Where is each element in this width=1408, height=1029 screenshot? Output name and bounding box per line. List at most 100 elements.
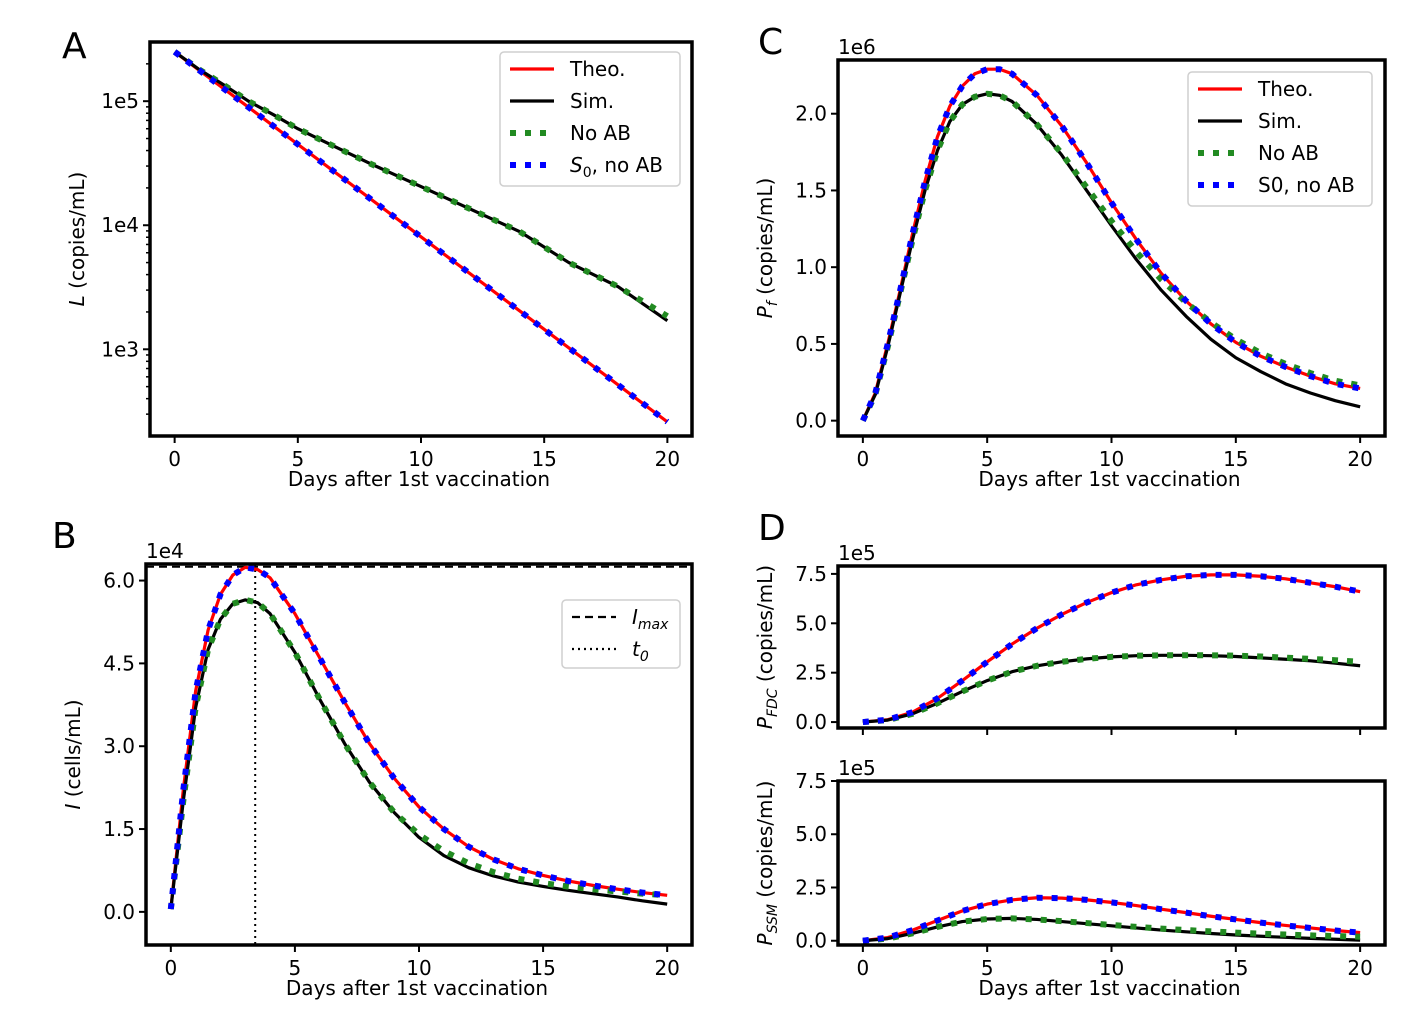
y-tick-label: 5.0: [795, 822, 827, 846]
series-no-ab: [172, 49, 669, 319]
legend-label-no-ab: No AB: [1258, 141, 1319, 165]
series-sim: [862, 653, 1361, 724]
legend: Theo. Sim. No AB S0, no AB: [499, 51, 681, 187]
y-tick-label: 2.5: [795, 875, 827, 899]
panel-label: C: [758, 22, 783, 63]
y-axis-label-symbol: P: [753, 716, 777, 729]
x-axis-label: Days after 1st vaccination: [978, 976, 1240, 1000]
y-tick-label: 6.0: [103, 569, 135, 593]
x-tick-label: 15: [530, 956, 555, 980]
panel-label: B: [52, 516, 77, 557]
x-tick-label: 0: [164, 956, 177, 980]
series-s0-no-ab: [172, 49, 670, 425]
y-tick-label: 1e5: [101, 89, 139, 113]
series-sim: [862, 916, 1361, 943]
series-s0-no-ab: [167, 564, 668, 910]
panel-d2: 0 5 10 15 20 0.0 2.5 5.0 7.5 1e5 Days after 1st va…: [753, 756, 1387, 1000]
legend-box: [561, 599, 681, 669]
x-tick-label: 20: [1347, 447, 1372, 471]
y-axis-label: I (cells/mL): [61, 699, 85, 809]
x-tick-label: 0: [856, 956, 869, 980]
y-axis-label: Pf (copies/mL): [753, 178, 781, 319]
x-axis-label: Days after 1st vaccination: [288, 467, 550, 491]
series-sim: [169, 598, 668, 910]
y-tick-label: 1.5: [103, 817, 135, 841]
x-tick-label: 10: [406, 956, 431, 980]
y-tick-label: 0.0: [795, 929, 827, 953]
x-tick-label: 15: [1223, 447, 1248, 471]
series-no-ab: [862, 652, 1361, 726]
y-axis-label-symbol: I: [61, 804, 85, 810]
y-tick-label: 1e3: [101, 337, 139, 361]
y-tick-label: 2.5: [795, 661, 827, 685]
y-axis-label-symbol: P: [753, 932, 777, 945]
series-no-ab: [860, 90, 1361, 422]
x-tick-label: 15: [1223, 956, 1248, 980]
y-tick-label: 7.5: [795, 562, 827, 586]
offset-label: 1e5: [838, 541, 876, 565]
x-tick-label: 10: [1099, 956, 1124, 980]
y-tick-label: 7.5: [795, 769, 827, 793]
panel-c: C 0 5 10 15 20 0.0 0.5 1.0 1.5 2.0 1e6 Days after 1s…: [753, 22, 1387, 491]
x-axis-label: Days after 1st vaccination: [978, 467, 1240, 491]
legend-label-theo: Theo.: [1257, 77, 1313, 101]
y-tick-label: 2.0: [795, 102, 827, 126]
y-tick-label: 4.5: [103, 651, 135, 675]
x-tick-label: 5: [289, 956, 302, 980]
legend-label-sim: Sim.: [1258, 109, 1302, 133]
panel-a: A 0 5 10 15 20 1e3 1e4 1e5 Days after 1st vaccina…: [62, 26, 694, 491]
x-tick-label: 10: [1099, 447, 1124, 471]
offset-label: 1e5: [838, 756, 876, 780]
panel-label: A: [62, 26, 87, 67]
x-tick-label: 5: [981, 956, 994, 980]
plot-frame: [144, 562, 694, 947]
x-tick-label: 10: [408, 447, 433, 471]
x-tick-label: 0: [856, 447, 869, 471]
series-s0-no-ab: [862, 571, 1361, 726]
y-axis-label-subscript: FDC: [765, 688, 781, 717]
y-axis-label-units: (copies/mL): [753, 781, 777, 905]
plot-frame: [836, 779, 1387, 947]
x-tick-label: 20: [655, 447, 680, 471]
y-axis-label: PSSM (copies/mL): [753, 781, 781, 946]
panel-d1: D 0.0 2.5 5.0 7.5 1e5 PFDC (copies/mL): [753, 508, 1387, 735]
legend-label-s0-no-ab: S0, no AB: [1258, 173, 1355, 197]
plot-frame: [836, 564, 1387, 730]
y-axis-label-subscript: SSM: [765, 904, 781, 933]
series-s0-no-ab: [860, 66, 1361, 422]
offset-label: 1e4: [146, 539, 184, 563]
legend-label-sim: Sim.: [570, 89, 614, 113]
y-axis-label-units: (copies/mL): [65, 172, 89, 296]
y-axis-label: L (copies/mL): [65, 172, 89, 307]
legend-label-no-ab: No AB: [570, 121, 631, 145]
y-tick-label: 1e4: [101, 213, 139, 237]
y-axis-label-units: (copies/mL): [753, 565, 777, 689]
y-axis-label: PFDC (copies/mL): [753, 565, 781, 729]
legend-box: [499, 51, 681, 187]
legend: Theo. Sim. No AB S0, no AB: [1187, 71, 1373, 207]
plot-frame: [148, 40, 694, 438]
legend-box: [1187, 71, 1373, 207]
y-tick-label: 0.5: [795, 332, 827, 356]
x-tick-label: 0: [168, 447, 181, 471]
y-tick-label: 5.0: [795, 611, 827, 635]
y-axis-label-subscript: f: [765, 299, 781, 306]
legend-label-theo: Theo.: [569, 57, 625, 81]
series-s0-no-ab: [862, 894, 1361, 944]
panel-b: B 0 5 10 15 20 0.0 1.5 3.0 4.5 6.0 1e4 Days after 1s…: [52, 516, 694, 1000]
x-tick-label: 15: [531, 447, 556, 471]
x-tick-label: 5: [291, 447, 304, 471]
x-tick-label: 5: [981, 447, 994, 471]
y-axis-label-units: (cells/mL): [61, 699, 85, 803]
offset-label: 1e6: [838, 35, 876, 59]
x-tick-label: 20: [1347, 956, 1372, 980]
y-axis-label-units: (copies/mL): [753, 178, 777, 302]
y-tick-label: 3.0: [103, 734, 135, 758]
plot-frame: [836, 58, 1387, 438]
y-axis-label-symbol: P: [753, 305, 777, 318]
x-axis-label: Days after 1st vaccination: [286, 976, 548, 1000]
y-tick-label: 0.0: [795, 710, 827, 734]
y-tick-label: 0.0: [795, 409, 827, 433]
